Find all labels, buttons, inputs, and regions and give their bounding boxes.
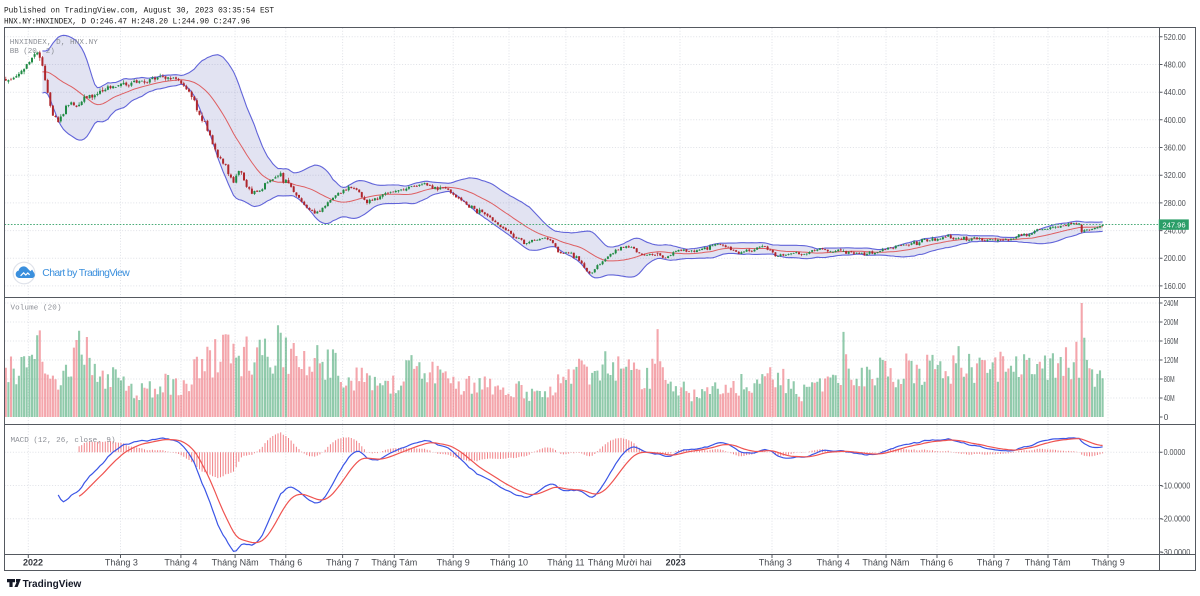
svg-text:0: 0 [1164, 413, 1169, 422]
svg-text:Tháng 9: Tháng 9 [1092, 558, 1125, 568]
svg-text:400.00: 400.00 [1164, 116, 1186, 125]
svg-text:Tháng 3: Tháng 3 [759, 558, 792, 568]
svg-text:Tháng 6: Tháng 6 [269, 558, 302, 568]
svg-text:240.00: 240.00 [1164, 227, 1186, 236]
svg-text:Tháng 6: Tháng 6 [920, 558, 953, 568]
svg-text:Tháng Mười hai: Tháng Mười hai [588, 558, 652, 568]
svg-text:Tháng 11: Tháng 11 [547, 558, 584, 568]
svg-text:Tháng Năm: Tháng Năm [212, 558, 259, 568]
svg-text:Tháng Tám: Tháng Tám [371, 558, 417, 568]
svg-text:240M: 240M [1164, 299, 1179, 308]
svg-text:480.00: 480.00 [1164, 61, 1186, 70]
svg-text:MACD (12, 26, close, 9): MACD (12, 26, close, 9) [11, 437, 116, 445]
svg-text:520.00: 520.00 [1164, 33, 1186, 42]
svg-text:Tháng 4: Tháng 4 [164, 558, 197, 568]
svg-text:HNX.NY:HNXINDEX, D O:246.47 H:: HNX.NY:HNXINDEX, D O:246.47 H:248.20 L:2… [4, 18, 250, 26]
svg-text:440.00: 440.00 [1164, 88, 1186, 97]
svg-text:120M: 120M [1164, 356, 1179, 365]
svg-text:160.00: 160.00 [1164, 282, 1186, 291]
svg-text:2022: 2022 [23, 558, 43, 568]
svg-text:Tháng 4: Tháng 4 [817, 558, 850, 568]
svg-text:-30.0000: -30.0000 [1161, 548, 1190, 557]
svg-text:200.00: 200.00 [1164, 254, 1186, 263]
svg-text:Volume (20): Volume (20) [11, 305, 62, 313]
svg-text:Chart by TradingView: Chart by TradingView [42, 268, 130, 279]
svg-text:Tháng 7: Tháng 7 [326, 558, 359, 568]
svg-text:Published on TradingView.com,: Published on TradingView.com, August 30,… [4, 7, 274, 15]
svg-text:TradingView: TradingView [23, 579, 82, 590]
svg-text:Tháng 3: Tháng 3 [105, 558, 138, 568]
svg-text:Tháng 7: Tháng 7 [977, 558, 1010, 568]
svg-text:Tháng Tám: Tháng Tám [1025, 558, 1071, 568]
svg-text:360.00: 360.00 [1164, 144, 1186, 153]
svg-text:280.00: 280.00 [1164, 199, 1186, 208]
svg-text:-10.0000: -10.0000 [1161, 482, 1190, 491]
svg-text:40M: 40M [1164, 394, 1175, 403]
svg-text:320.00: 320.00 [1164, 171, 1186, 180]
svg-text:2023: 2023 [666, 558, 686, 568]
svg-text:247.96: 247.96 [1162, 220, 1185, 229]
svg-text:200M: 200M [1164, 318, 1179, 327]
svg-text:HNXINDEX, D, HNX.NY: HNXINDEX, D, HNX.NY [10, 39, 98, 47]
svg-text:80M: 80M [1164, 375, 1175, 384]
svg-text:Tháng 10: Tháng 10 [490, 558, 528, 568]
svg-text:-20.0000: -20.0000 [1161, 515, 1190, 524]
svg-text:0.0000: 0.0000 [1164, 448, 1186, 457]
svg-text:160M: 160M [1164, 337, 1179, 346]
svg-text:Tháng 9: Tháng 9 [437, 558, 470, 568]
svg-text:BB (20, 2): BB (20, 2) [10, 48, 55, 56]
svg-text:Tháng Năm: Tháng Năm [862, 558, 909, 568]
